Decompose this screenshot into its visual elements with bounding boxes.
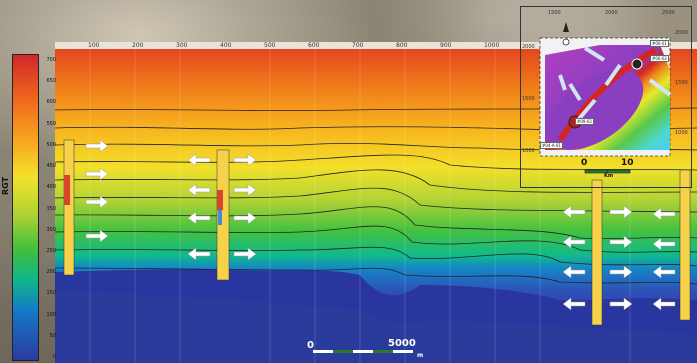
colorbar-tick-label: 250 <box>46 247 56 254</box>
top-axis-tick-label: 200 <box>132 42 144 49</box>
colorbar-tick-label: 100 <box>46 311 56 318</box>
scalebar-end: 5000 <box>388 338 416 349</box>
colorbar-tick-label: 350 <box>46 205 56 212</box>
colorbar-tick-label: 0 <box>52 354 56 360</box>
stress-arrows <box>85 139 676 311</box>
inset-right-y-tick-label: 1000 <box>675 130 688 136</box>
basement-lower <box>55 290 697 363</box>
top-axis-tick-label: 400 <box>220 42 232 49</box>
well-logs <box>63 139 691 326</box>
top-axis-tick-label: 600 <box>308 42 320 49</box>
top-axis-tick-label: 500 <box>264 42 276 49</box>
inset-right-y-tick-label: 2000 <box>675 30 688 36</box>
top-axis-strip <box>55 42 697 49</box>
scalebar-unit: m <box>417 352 424 359</box>
colorbar-tick-label: 500 <box>46 141 56 148</box>
top-axis-tick-label: 800 <box>396 42 408 49</box>
inset-map <box>520 6 692 188</box>
well-label-00-01: #00-01 <box>650 40 669 47</box>
top-axis-tick-label: 1000 <box>484 42 500 49</box>
colorbar-tick-label: 200 <box>46 269 56 276</box>
inset-x-tick-label: 1500 <box>548 10 561 16</box>
section-scalebar <box>313 350 413 353</box>
colorbar-tick-label: 650 <box>46 78 56 85</box>
top-axis-tick-label: 300 <box>176 42 188 49</box>
colorbar-tick-label: 550 <box>46 120 56 127</box>
well-label-00-02: #00-02 <box>650 55 669 62</box>
well-label-04-a-01: #04-A-01 <box>540 142 563 149</box>
colorbar-tick-label: 50 <box>49 332 56 339</box>
colorbar-tick-label: 450 <box>46 163 56 170</box>
top-axis-tick-label: 700 <box>352 42 364 49</box>
inset-y-tick-label: 1500 <box>522 96 535 102</box>
colorbar-tick-label: 600 <box>46 99 56 106</box>
inset-x-tick-label: 2500 <box>662 10 675 16</box>
inset-x-tick-label: 2000 <box>605 10 618 16</box>
scalebar-start: 0 <box>307 340 314 351</box>
top-axis-tick-label: 100 <box>88 42 100 49</box>
inset-scale-unit: Km <box>604 173 614 179</box>
colorbar-tick-label: 300 <box>46 226 56 233</box>
colorbar-tick-label: 150 <box>46 290 56 297</box>
inset-y-tick-label: 2000 <box>522 44 535 50</box>
well-label-09-02: #09-02 <box>575 118 594 125</box>
colorbar-axis-label: RGT <box>1 176 10 195</box>
colorbar <box>12 54 39 361</box>
inset-right-y-tick-label: 1500 <box>675 80 688 86</box>
inset-scale-start: 0 <box>581 158 588 168</box>
inset-y-tick-label: 1000 <box>522 148 535 154</box>
colorbar-tick-label: 400 <box>46 184 56 191</box>
inset-scale-end: 10 <box>621 158 634 168</box>
top-axis-tick-label: 900 <box>440 42 452 49</box>
colorbar-tick-label: 700 <box>46 57 56 63</box>
inset-map-drawing <box>539 22 672 174</box>
